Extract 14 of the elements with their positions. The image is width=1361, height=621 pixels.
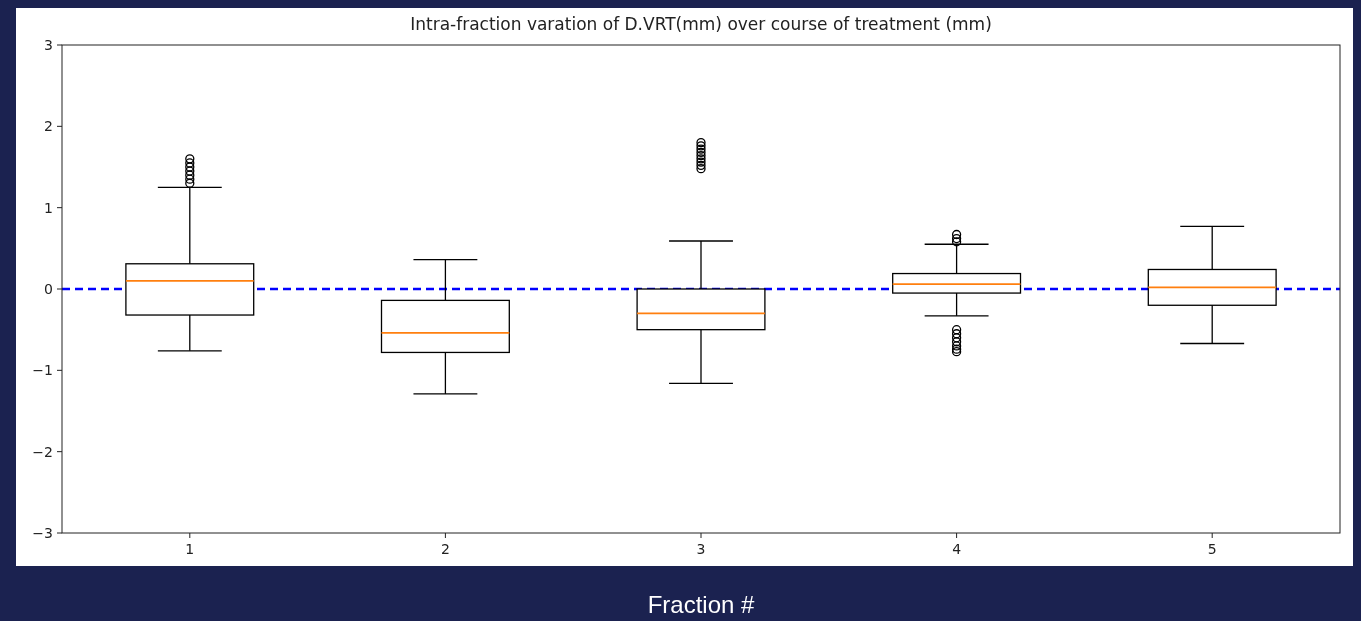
x-tick-label: 3: [696, 541, 706, 557]
x-tick-label: 5: [1207, 541, 1217, 557]
y-tick-label: 3: [44, 36, 53, 53]
x-tick-label: 4: [952, 541, 962, 557]
x-axis-title: Fraction #: [647, 591, 755, 618]
y-tick-label: 0: [44, 280, 53, 297]
y-tick-label: −3: [32, 524, 53, 541]
x-tick-label: 2: [440, 541, 450, 557]
y-tick-label: −1: [32, 362, 53, 379]
y-tick-label: −2: [32, 443, 53, 460]
chart-title: Intra-fraction varation of D.VRT(mm) over course of treatment (mm): [410, 14, 992, 34]
y-tick-label: 2: [44, 118, 53, 135]
y-tick-label: 1: [44, 199, 53, 216]
x-tick-label: 1: [185, 541, 195, 557]
